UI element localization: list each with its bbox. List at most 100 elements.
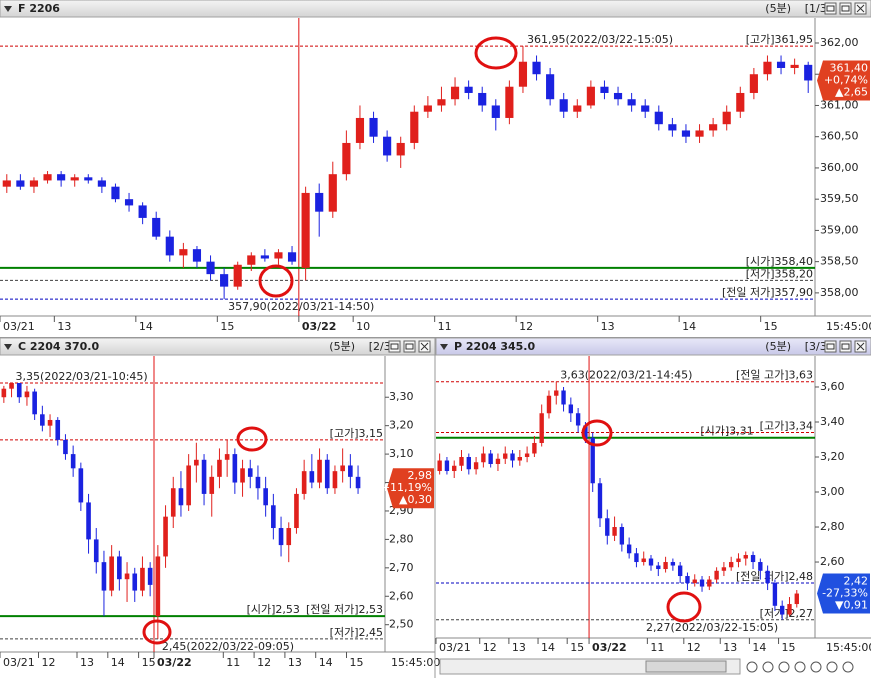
last-price-text: 2,98 xyxy=(408,469,433,482)
candle-body xyxy=(410,111,419,143)
candle-body xyxy=(772,583,778,606)
candle-body xyxy=(70,177,79,181)
candle-body xyxy=(40,414,45,426)
window-glyph xyxy=(405,343,414,350)
level-label: [전일 저가]357,90 xyxy=(722,285,813,299)
candle-body xyxy=(194,459,199,466)
page-index: [1/3] xyxy=(805,2,831,15)
candle-body xyxy=(722,111,731,125)
y-tick-label: 3,30 xyxy=(389,390,414,403)
candle-body xyxy=(9,383,14,389)
window-button xyxy=(839,2,852,15)
menu-icon xyxy=(4,6,12,12)
last-price-box xyxy=(817,573,870,614)
x-tick-label: 03/21 xyxy=(439,641,471,654)
scroll-thumb xyxy=(645,660,727,673)
candle-body xyxy=(749,74,758,93)
circle xyxy=(666,591,702,623)
candle-body xyxy=(16,180,25,187)
candle-body xyxy=(466,457,471,470)
candle-body xyxy=(681,130,691,137)
toolbar-icon xyxy=(826,661,838,673)
candle-body xyxy=(554,390,559,396)
x-tick-label: 12 xyxy=(42,656,56,669)
candle-body xyxy=(348,465,353,477)
candle-body xyxy=(247,255,256,265)
window-glyph xyxy=(826,5,835,12)
last-price-box xyxy=(817,60,870,101)
candle-body xyxy=(86,502,91,540)
x-tick-label: 13 xyxy=(80,656,94,669)
toolbar-icon xyxy=(794,661,806,673)
last-price-text: ▲2,65 xyxy=(835,85,868,98)
y-tick-label: 2,80 xyxy=(820,520,845,533)
candle-body xyxy=(301,471,307,494)
extreme-note: 2,27(2022/03/22-15:05) xyxy=(646,621,778,634)
candle-body xyxy=(559,99,568,112)
candle-body xyxy=(464,86,473,93)
y-tick-label: 2,60 xyxy=(820,555,845,568)
candle-body xyxy=(147,567,153,585)
candle-body xyxy=(93,539,99,563)
candle-body xyxy=(605,518,610,536)
candle-body xyxy=(758,562,763,571)
x-tick-label: 13 xyxy=(512,641,526,654)
panel-title: F 2206 xyxy=(18,2,60,15)
candle-body xyxy=(546,395,552,414)
level-label: [저가]358,20 xyxy=(746,267,813,280)
candle-body xyxy=(780,605,785,615)
candle-body xyxy=(575,413,581,426)
level-label: [고가]361,95 xyxy=(746,33,813,46)
candle-body xyxy=(294,493,299,529)
y-tick-label: 360,00 xyxy=(820,161,859,174)
window-button xyxy=(824,340,837,353)
candle-body xyxy=(152,217,161,237)
candle-body xyxy=(247,468,253,477)
candle-body xyxy=(450,86,460,100)
candle-body xyxy=(301,192,310,268)
last-price-text: ▲0,30 xyxy=(399,493,432,506)
candle-body xyxy=(613,92,623,100)
candle-body xyxy=(32,391,37,415)
candle-body xyxy=(317,459,322,483)
candle-body xyxy=(24,391,30,398)
x-tick-label: 15 xyxy=(764,320,778,333)
candle-body xyxy=(209,476,215,494)
x-tick-label: 11 xyxy=(438,320,452,333)
candle-body xyxy=(707,579,712,587)
last-price-text: -27,33% xyxy=(822,587,868,600)
candle-body xyxy=(612,527,617,536)
candle-body xyxy=(656,565,661,570)
candle-body xyxy=(654,111,663,125)
toolbar-icon xyxy=(778,661,790,673)
candle-body xyxy=(505,86,514,118)
level-label: [시가]3,31 xyxy=(700,425,753,438)
candle-body xyxy=(332,471,338,489)
x-tick-label: 14 xyxy=(752,641,766,654)
candle-body xyxy=(532,61,541,75)
candle-body xyxy=(109,556,114,591)
candle-body xyxy=(532,442,537,454)
candle-body xyxy=(140,567,145,591)
x-tick-label: 15 xyxy=(350,656,364,669)
x-tick-label: 15 xyxy=(782,641,796,654)
candle-body xyxy=(201,459,207,494)
candle-body xyxy=(355,117,365,143)
candle-body xyxy=(286,528,292,546)
candle-body xyxy=(641,558,646,563)
candle-body xyxy=(721,567,727,571)
candle-body xyxy=(728,562,734,568)
level-label: [시가]358,40 xyxy=(746,255,813,268)
window-glyph xyxy=(841,343,850,350)
candle-body xyxy=(583,425,588,440)
candle-body xyxy=(355,476,361,489)
clock: 15:45:00 xyxy=(826,641,871,654)
candle-body xyxy=(663,562,668,570)
candle-body xyxy=(2,180,11,187)
toolbar-icon xyxy=(810,661,822,673)
candle-body xyxy=(763,61,772,75)
candle-body xyxy=(561,390,566,405)
candle-body xyxy=(692,579,697,584)
last-price-box xyxy=(387,468,434,509)
